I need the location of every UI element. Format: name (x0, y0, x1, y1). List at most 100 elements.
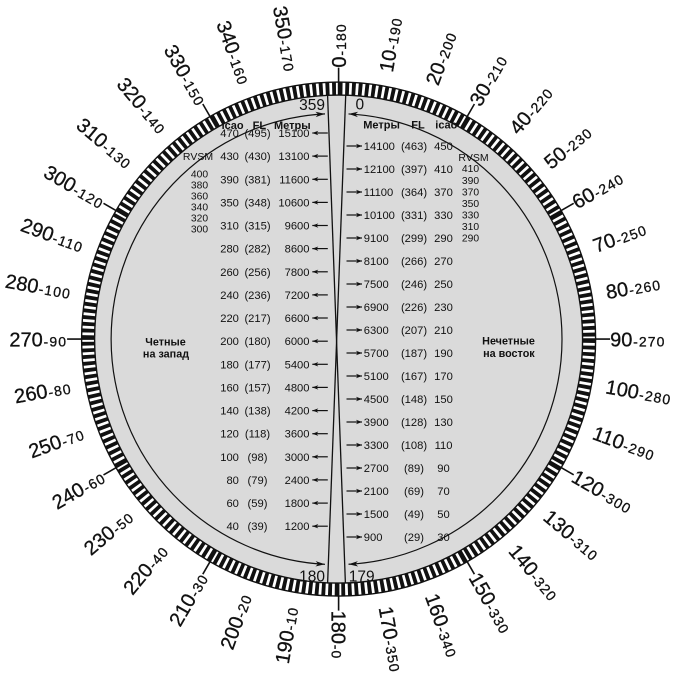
svg-text:(180): (180) (244, 336, 270, 348)
svg-text:280: 280 (220, 244, 239, 256)
svg-text:(463): (463) (401, 141, 427, 153)
svg-text:410: 410 (434, 164, 453, 176)
svg-text:410: 410 (462, 164, 479, 175)
svg-text:(348): (348) (244, 197, 270, 209)
svg-text:(495): (495) (244, 128, 270, 140)
svg-text:380: 380 (191, 181, 208, 192)
svg-text:130: 130 (434, 417, 453, 429)
svg-text:40: 40 (226, 521, 238, 533)
svg-text:280-100: 280-100 (3, 271, 72, 304)
svg-text:15100: 15100 (278, 128, 309, 140)
svg-text:FL: FL (253, 120, 267, 132)
svg-text:170: 170 (434, 371, 453, 383)
svg-text:3000: 3000 (285, 452, 310, 464)
svg-text:3900: 3900 (364, 417, 389, 429)
svg-text:10-190: 10-190 (376, 15, 407, 73)
svg-text:470: 470 (220, 128, 239, 140)
svg-text:0-180: 0-180 (329, 23, 351, 67)
svg-text:на восток: на восток (483, 348, 535, 360)
svg-text:180: 180 (220, 359, 239, 371)
svg-text:10100: 10100 (364, 210, 395, 222)
svg-text:Нечетные: Нечетные (482, 336, 535, 348)
svg-text:900: 900 (364, 532, 383, 544)
svg-text:3300: 3300 (364, 440, 389, 452)
svg-text:11600: 11600 (279, 174, 309, 186)
svg-text:(226): (226) (401, 302, 427, 314)
svg-text:180-0: 180-0 (326, 611, 348, 660)
svg-text:11100: 11100 (364, 187, 393, 199)
svg-text:150: 150 (434, 394, 453, 406)
svg-text:2400: 2400 (285, 475, 310, 487)
svg-text:9600: 9600 (285, 221, 310, 233)
svg-text:RVSM: RVSM (183, 151, 213, 163)
svg-text:390: 390 (462, 176, 479, 187)
svg-text:350: 350 (462, 199, 479, 210)
svg-text:icao: icao (222, 120, 244, 132)
svg-text:90: 90 (437, 463, 449, 475)
svg-text:(148): (148) (401, 394, 427, 406)
svg-text:330: 330 (434, 210, 453, 222)
svg-text:5400: 5400 (285, 359, 310, 371)
svg-text:100: 100 (220, 452, 239, 464)
svg-text:(89): (89) (404, 463, 424, 475)
svg-text:(157): (157) (244, 382, 270, 394)
svg-text:300: 300 (191, 225, 208, 236)
svg-text:80-260: 80-260 (604, 273, 662, 304)
svg-text:30: 30 (437, 532, 449, 544)
svg-text:(397): (397) (401, 164, 427, 176)
svg-text:190: 190 (434, 348, 453, 360)
svg-text:5700: 5700 (364, 348, 389, 360)
svg-text:140: 140 (220, 406, 239, 418)
svg-text:1200: 1200 (285, 521, 310, 533)
svg-text:Метры: Метры (274, 120, 311, 132)
svg-text:Метры: Метры (363, 120, 400, 132)
svg-text:250: 250 (434, 279, 453, 291)
svg-text:270-90: 270-90 (9, 329, 67, 351)
svg-text:(299): (299) (401, 233, 427, 245)
svg-text:(167): (167) (401, 371, 427, 383)
svg-text:icao: icao (435, 120, 457, 132)
svg-text:(315): (315) (244, 221, 270, 233)
svg-text:100-280: 100-280 (604, 377, 673, 410)
svg-text:(59): (59) (248, 498, 268, 510)
svg-text:450: 450 (434, 141, 453, 153)
svg-text:200: 200 (220, 336, 239, 348)
svg-text:(69): (69) (404, 486, 424, 498)
svg-text:340: 340 (191, 203, 208, 214)
svg-text:(430): (430) (244, 151, 270, 163)
svg-text:9100: 9100 (364, 233, 389, 245)
svg-text:6900: 6900 (364, 302, 389, 314)
svg-text:6300: 6300 (364, 325, 389, 337)
svg-text:(108): (108) (401, 440, 427, 452)
svg-text:370: 370 (434, 187, 453, 199)
svg-text:179: 179 (349, 568, 375, 585)
svg-text:(217): (217) (244, 313, 270, 325)
svg-text:110: 110 (435, 440, 453, 452)
svg-text:0: 0 (356, 97, 365, 114)
svg-text:(177): (177) (244, 359, 270, 371)
svg-text:(138): (138) (244, 406, 270, 418)
svg-text:(381): (381) (244, 174, 270, 186)
svg-text:360: 360 (191, 192, 208, 203)
svg-text:120: 120 (220, 429, 239, 441)
svg-text:270: 270 (434, 256, 453, 268)
svg-text:50: 50 (437, 509, 449, 521)
svg-text:330: 330 (462, 211, 479, 222)
svg-text:370: 370 (462, 187, 479, 198)
svg-text:6600: 6600 (285, 313, 310, 325)
svg-text:80: 80 (226, 475, 238, 487)
svg-text:(331): (331) (401, 210, 427, 222)
svg-text:400: 400 (191, 170, 208, 181)
svg-text:359: 359 (299, 97, 325, 114)
svg-text:(282): (282) (244, 244, 270, 256)
svg-text:210: 210 (434, 325, 453, 337)
svg-text:7800: 7800 (285, 267, 310, 279)
svg-text:14100: 14100 (364, 141, 395, 153)
svg-text:7500: 7500 (364, 279, 389, 291)
svg-text:3600: 3600 (285, 429, 310, 441)
svg-text:430: 430 (220, 151, 239, 163)
svg-text:12100: 12100 (364, 164, 395, 176)
svg-text:(266): (266) (401, 256, 427, 268)
svg-text:160: 160 (220, 382, 239, 394)
svg-text:90-270: 90-270 (610, 329, 665, 351)
